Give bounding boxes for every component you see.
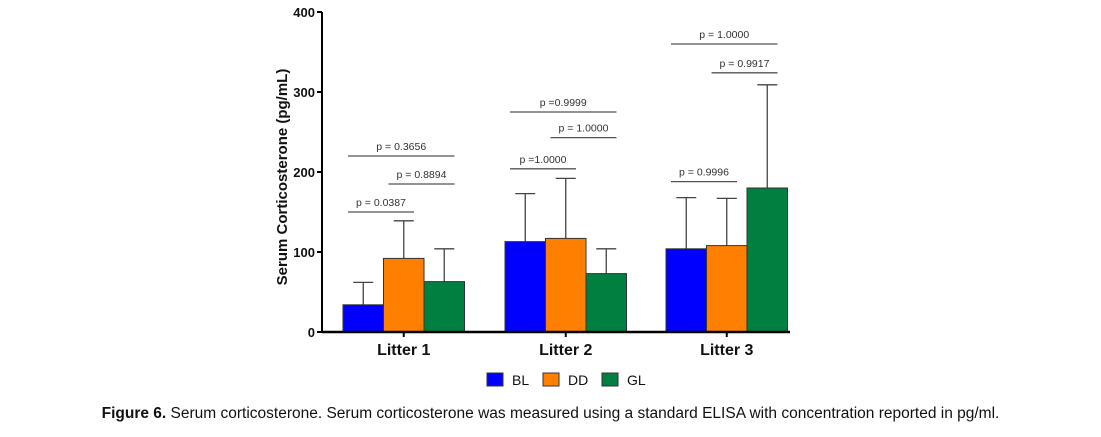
legend-swatch-dd bbox=[542, 372, 560, 387]
x-tick-label: Litter 2 bbox=[539, 342, 592, 359]
legend-swatch-gl bbox=[601, 372, 619, 387]
y-tick-label: 200 bbox=[293, 165, 315, 180]
bar-dd bbox=[383, 257, 425, 333]
bar-gl bbox=[746, 187, 788, 333]
bar-gl bbox=[585, 273, 627, 333]
legend-label-bl: BL bbox=[512, 372, 529, 388]
legend-label-dd: DD bbox=[568, 372, 588, 388]
p-value-label: p = 1.0000 bbox=[699, 29, 749, 41]
legend-swatch-bl bbox=[486, 372, 504, 387]
bar-bl bbox=[665, 248, 707, 333]
p-value-label: p = 0.9996 bbox=[679, 167, 729, 179]
p-value-label: p =0.9999 bbox=[540, 97, 587, 109]
p-value-label: p = 1.0000 bbox=[559, 123, 609, 135]
p-value-label: p = 0.9917 bbox=[720, 58, 770, 70]
y-tick-label: 0 bbox=[308, 325, 315, 340]
caption-text: Serum corticosterone. Serum corticostero… bbox=[166, 405, 1000, 422]
caption-label: Figure 6. bbox=[101, 405, 167, 422]
x-tick-label: Litter 3 bbox=[700, 342, 753, 359]
y-tick-label: 100 bbox=[293, 245, 315, 260]
bar-bl bbox=[504, 241, 546, 333]
y-tick-label: 400 bbox=[293, 5, 315, 20]
y-tick-label: 300 bbox=[293, 85, 315, 100]
bar-bl bbox=[342, 304, 384, 333]
p-value-label: p = 0.8894 bbox=[397, 169, 447, 181]
p-value-label: p = 0.3656 bbox=[376, 141, 426, 153]
y-axis-label: Serum Corticosterone (pg/mL) bbox=[274, 69, 291, 286]
bar-chart: 0 100 200 300 400 Litter 1 Litter 2 Litter 3 Ser… bbox=[274, 5, 790, 388]
bar-dd bbox=[706, 245, 748, 333]
bar-gl bbox=[423, 281, 465, 333]
p-value-label: p = 0.0387 bbox=[356, 197, 406, 209]
legend-label-gl: GL bbox=[627, 372, 646, 388]
figure-caption: Figure 6. Serum corticosterone. Serum co… bbox=[0, 405, 1101, 423]
bar-dd bbox=[545, 237, 587, 333]
p-value-label: p =1.0000 bbox=[519, 154, 566, 166]
x-tick-label: Litter 1 bbox=[377, 342, 430, 359]
